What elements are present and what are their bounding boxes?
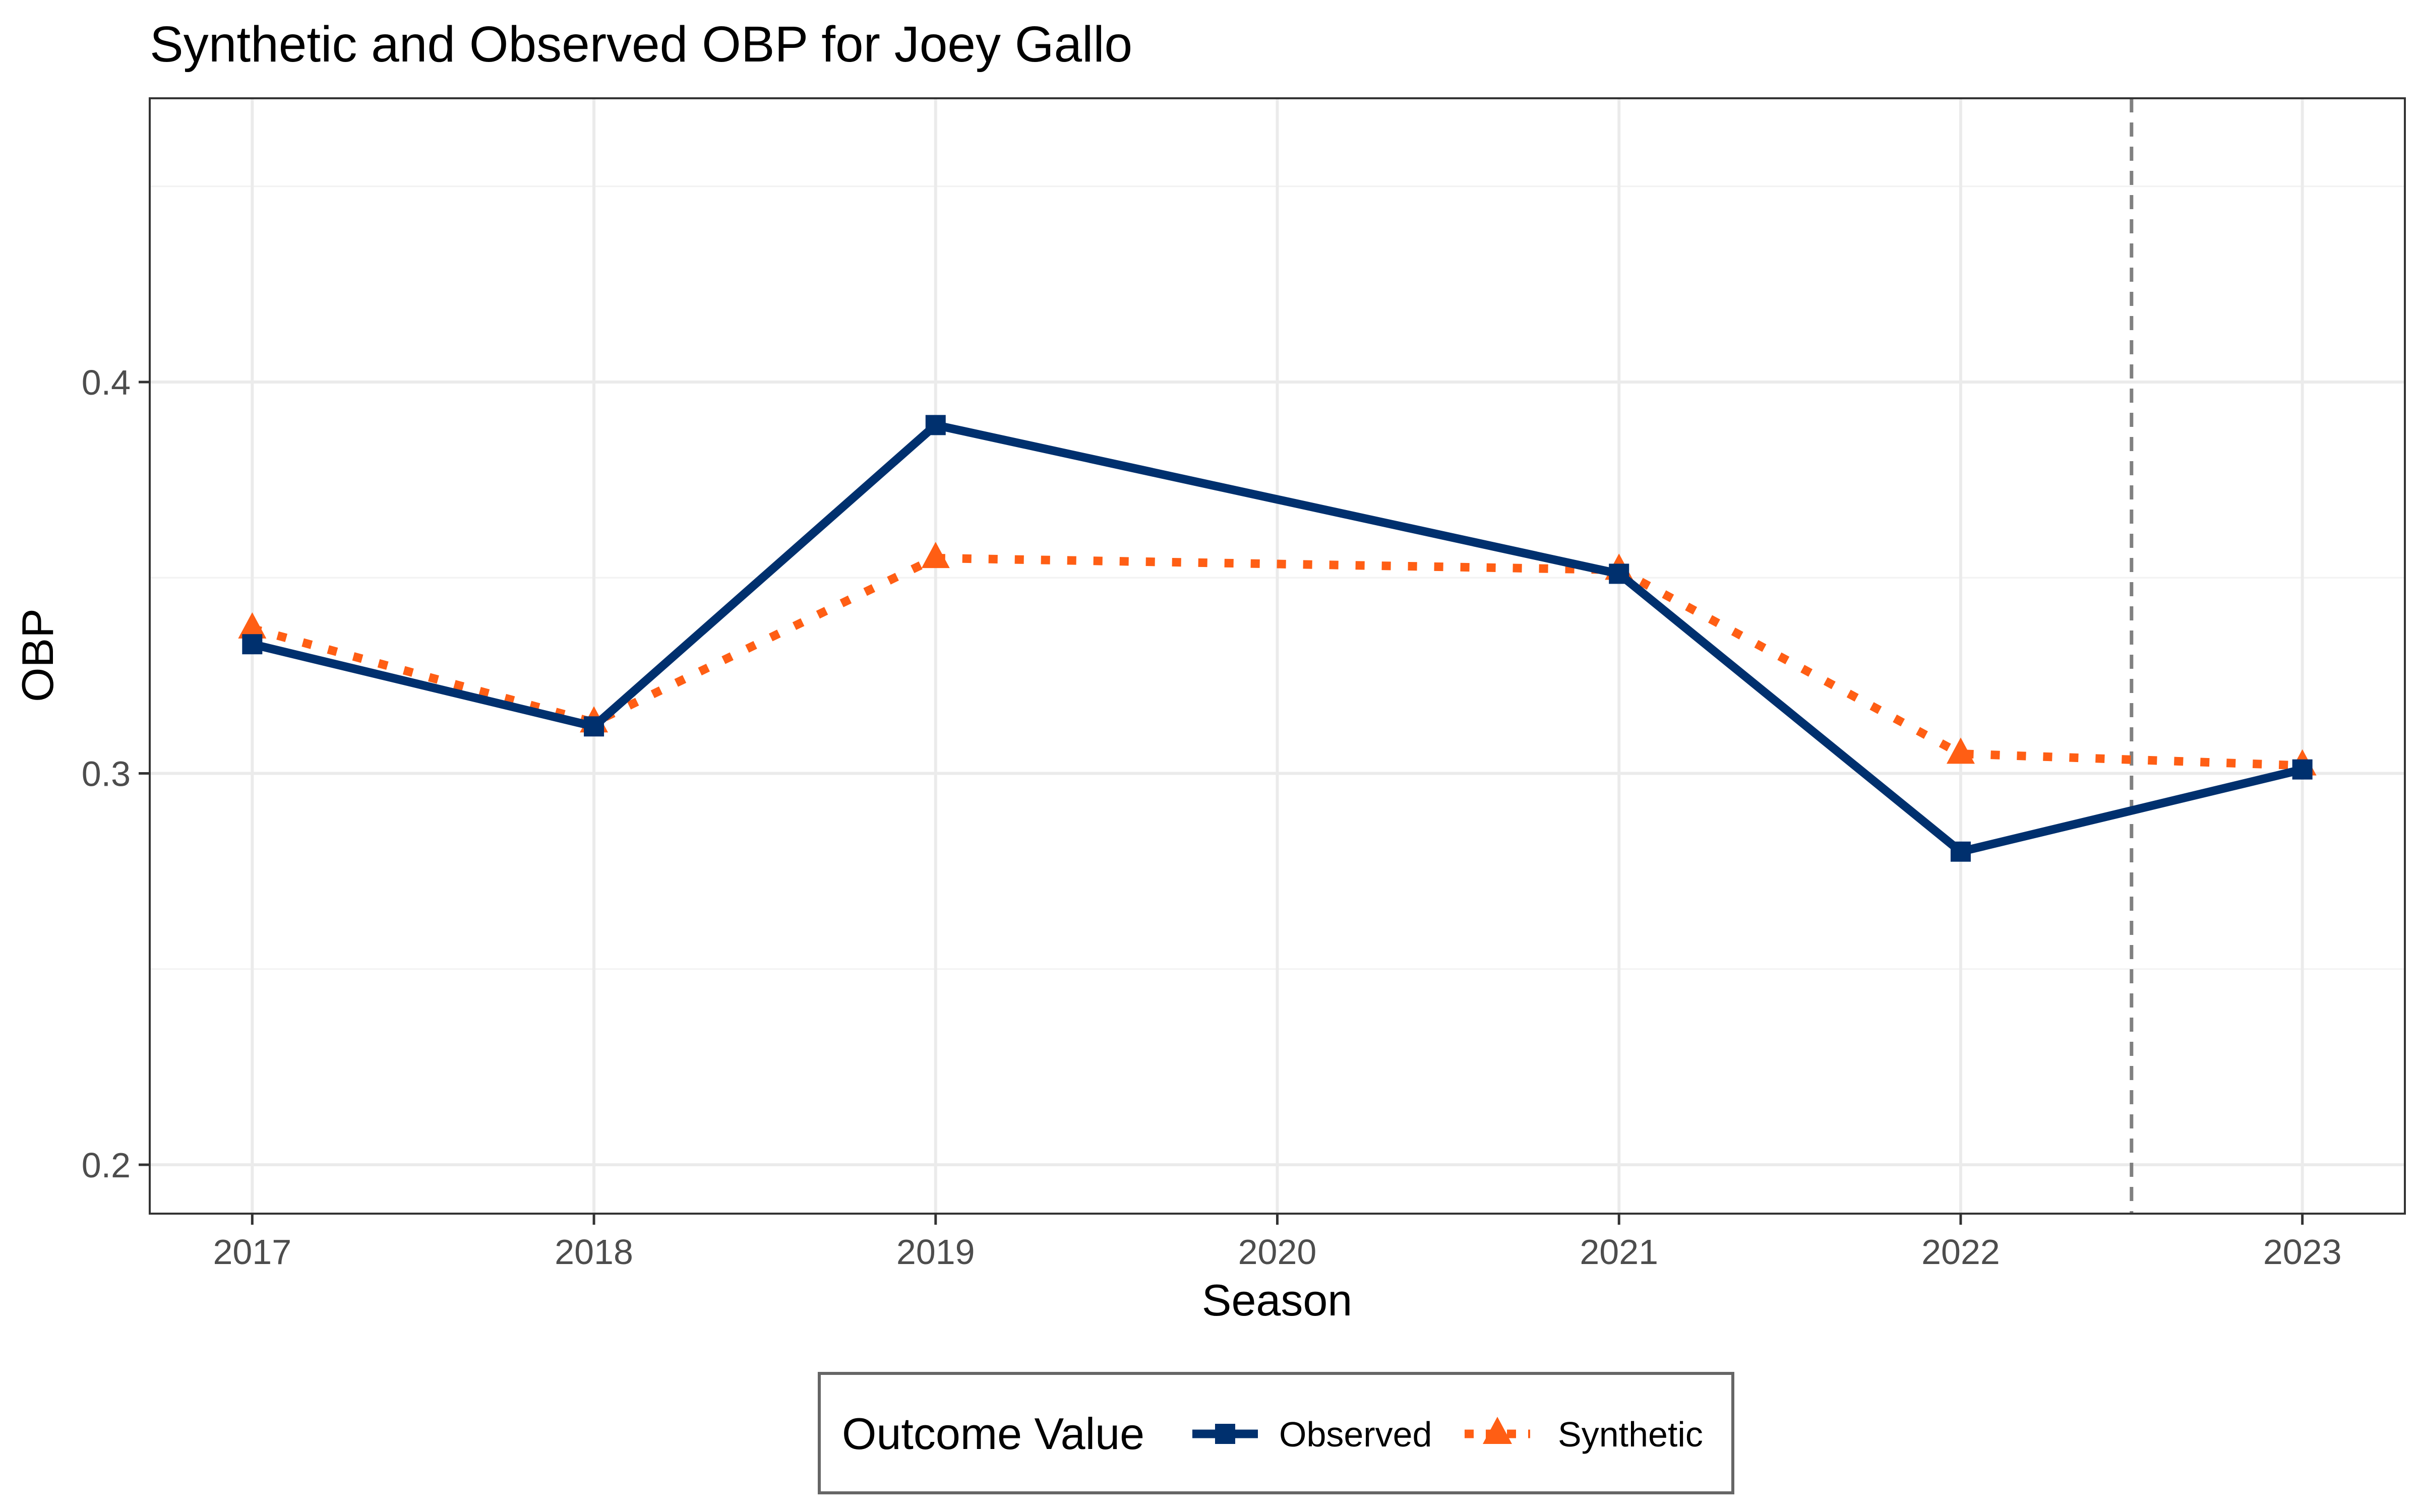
y-tick-label: 0.4 bbox=[82, 363, 131, 402]
legend-marker-square bbox=[1215, 1424, 1235, 1444]
observed-point bbox=[925, 415, 946, 435]
legend-label: Synthetic bbox=[1558, 1415, 1703, 1454]
legend-item-observed: Observed bbox=[1192, 1415, 1432, 1454]
x-axis: 2017 2018 2019 2020 2021 2022 2023 bbox=[213, 1214, 2342, 1272]
y-tick-label: 0.2 bbox=[82, 1146, 131, 1185]
y-axis: 0.2 0.3 0.4 bbox=[82, 363, 150, 1185]
x-axis-title: Season bbox=[1202, 1275, 1352, 1325]
x-tick-label: 2018 bbox=[555, 1232, 633, 1272]
synthetic-point bbox=[238, 612, 267, 639]
series-line-observed bbox=[251, 420, 2304, 856]
x-tick-label: 2019 bbox=[896, 1232, 975, 1272]
synthetic-point bbox=[1946, 737, 1975, 764]
legend-item-synthetic: Synthetic bbox=[1465, 1415, 1703, 1454]
legend-marker-triangle bbox=[1483, 1417, 1512, 1444]
legend-label: Observed bbox=[1279, 1415, 1432, 1454]
x-tick-label: 2020 bbox=[1238, 1232, 1317, 1272]
y-axis-title: OBP bbox=[13, 608, 63, 702]
y-tick-label: 0.3 bbox=[82, 754, 131, 793]
legend-box bbox=[818, 1372, 1734, 1494]
observed-point bbox=[242, 634, 263, 655]
chart-title: Synthetic and Observed OBP for Joey Gall… bbox=[150, 16, 1132, 73]
grid bbox=[150, 98, 2405, 1214]
series-observed bbox=[242, 415, 2313, 862]
observed-point bbox=[1950, 841, 1971, 862]
x-tick-label: 2023 bbox=[2263, 1232, 2342, 1272]
x-tick-label: 2021 bbox=[1580, 1232, 1658, 1272]
x-tick-label: 2017 bbox=[213, 1232, 291, 1272]
legend-title: Outcome Value bbox=[842, 1409, 1144, 1459]
observed-point bbox=[1609, 563, 1629, 584]
synthetic-point bbox=[921, 542, 950, 569]
legend: Outcome Value Observed Synthetic bbox=[818, 1372, 1734, 1494]
series-line-synthetic bbox=[251, 553, 2303, 770]
observed-point bbox=[2292, 759, 2313, 780]
x-tick-label: 2022 bbox=[1921, 1232, 2000, 1272]
legend-keys: Observed Synthetic bbox=[1192, 1415, 1703, 1454]
series-layer bbox=[238, 415, 2317, 862]
observed-point bbox=[584, 716, 604, 737]
